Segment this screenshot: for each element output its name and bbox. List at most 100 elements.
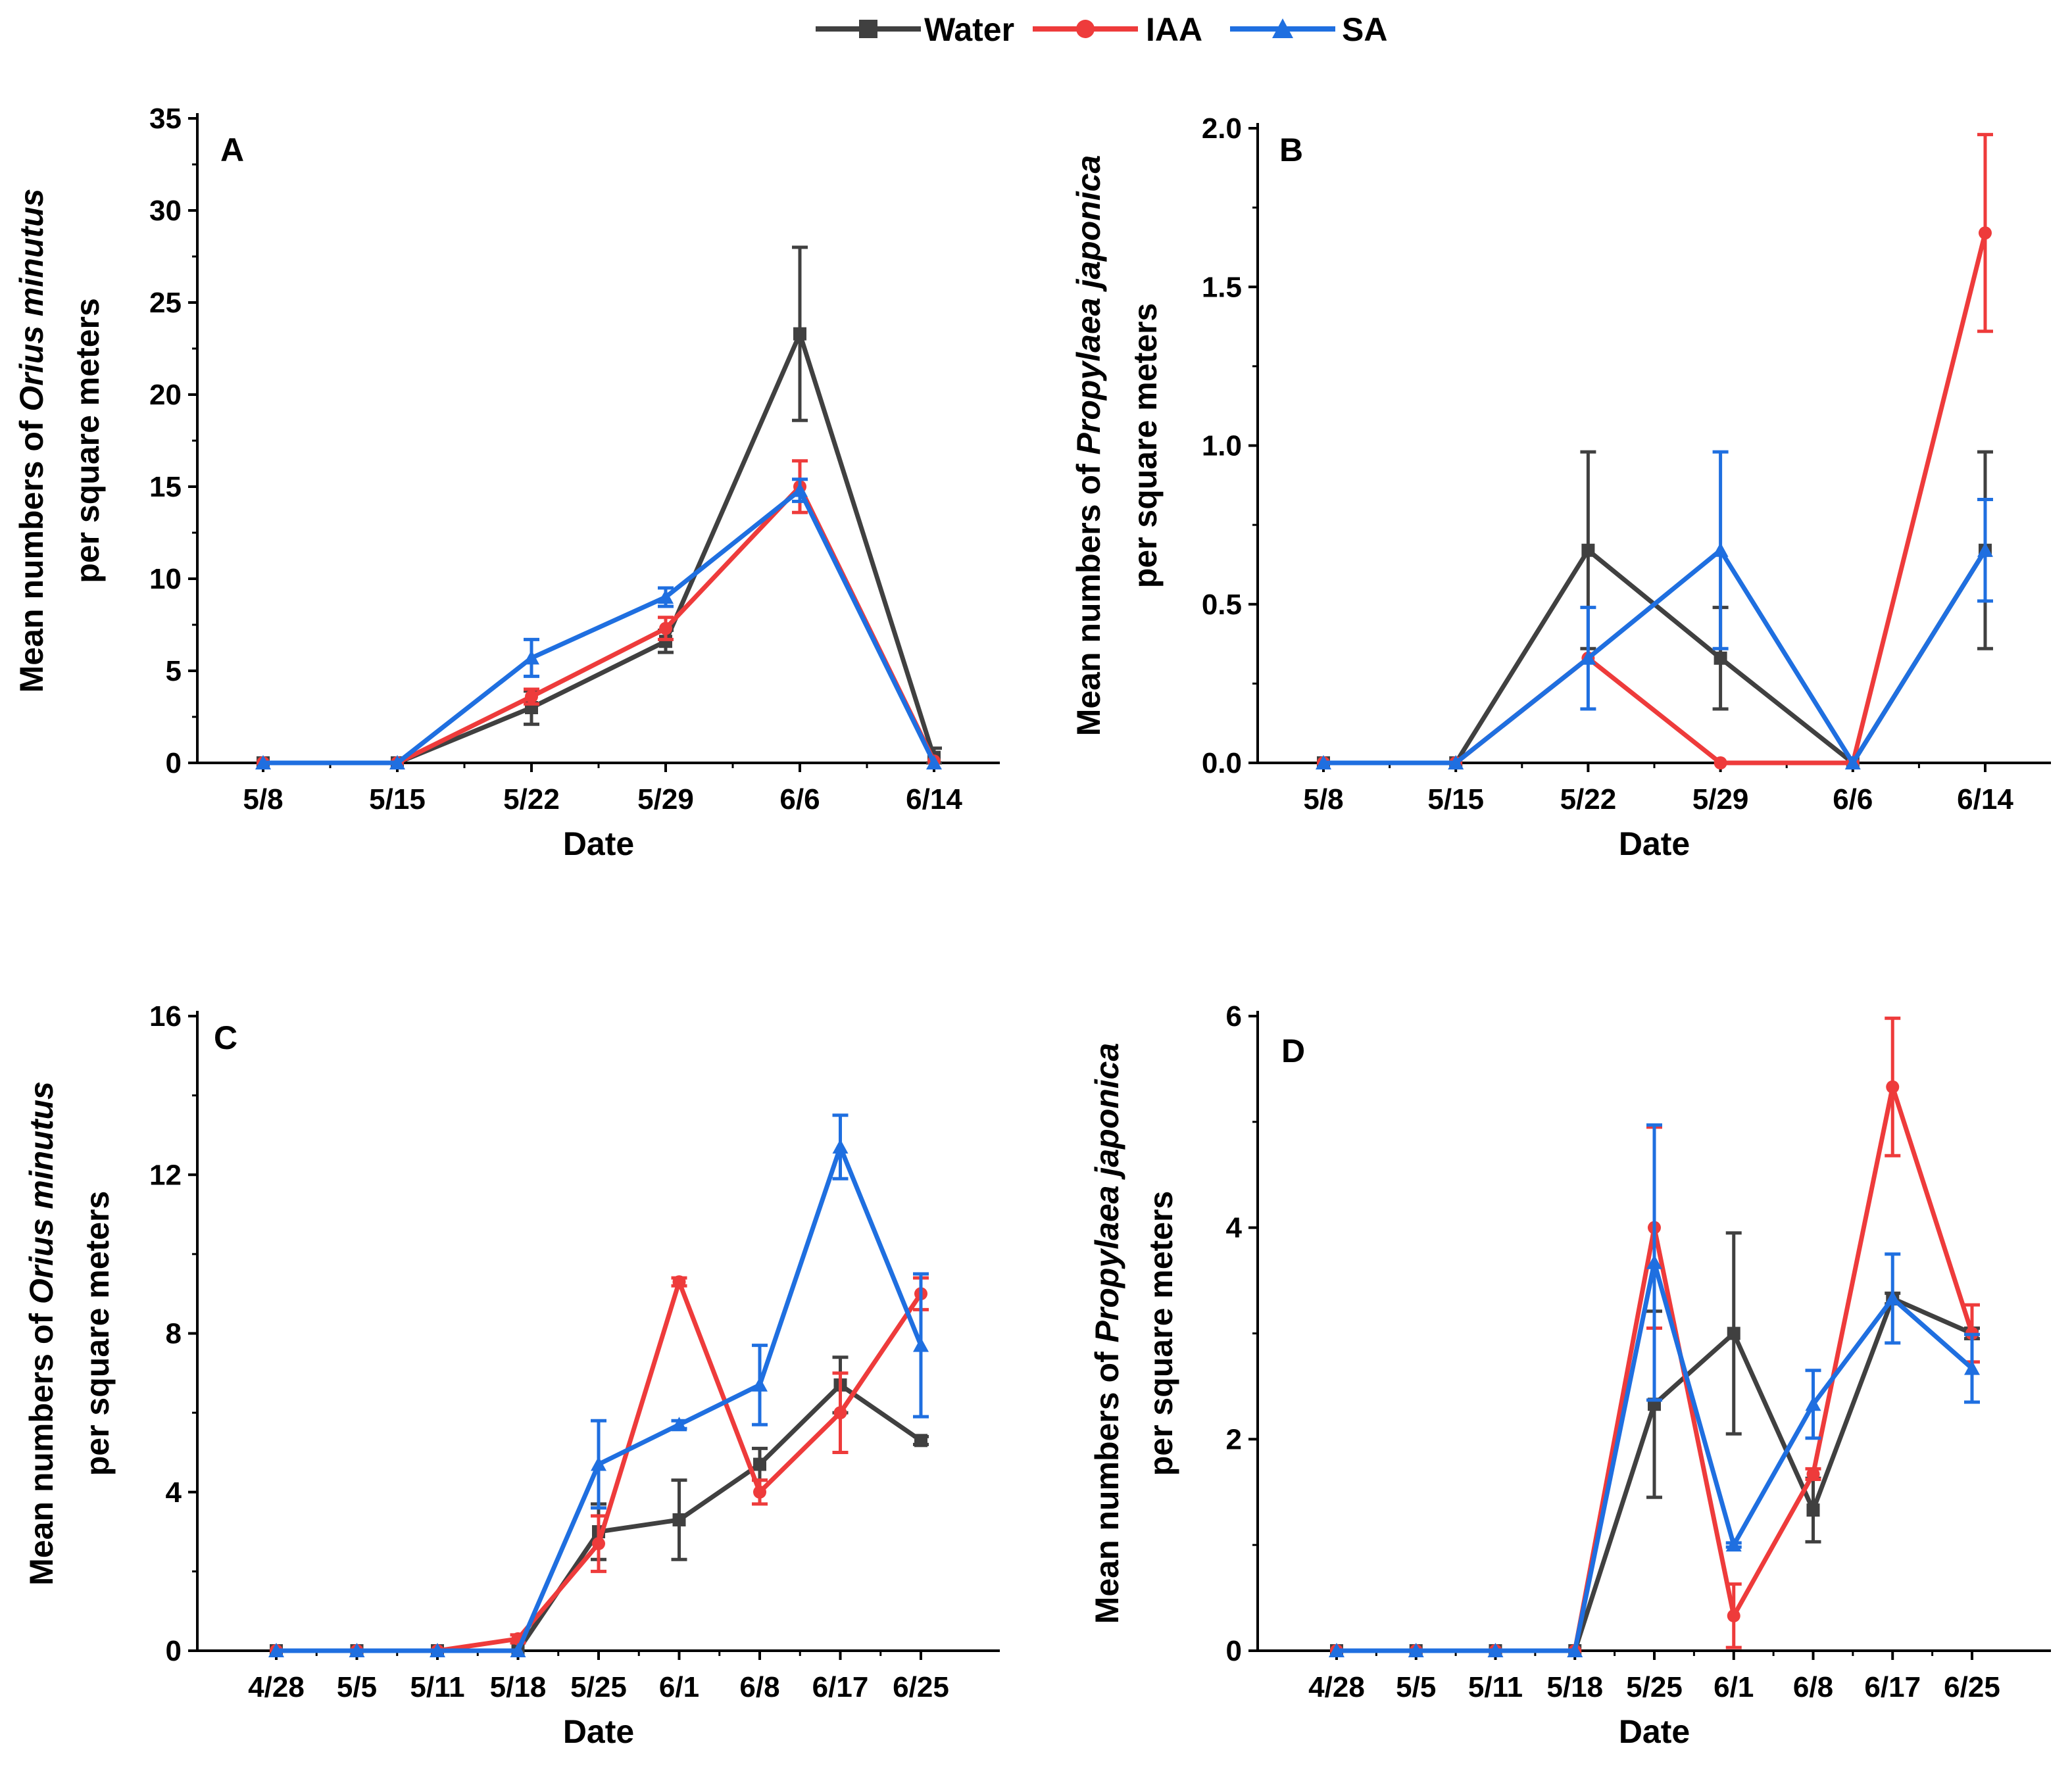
data-point: [268, 1643, 284, 1657]
series-sa: [255, 477, 942, 769]
legend-label-sa: SA: [1342, 11, 1387, 48]
y-axis-title-line-2: per square meters: [69, 298, 106, 583]
series-sa: [268, 1113, 929, 1657]
data-point: [753, 1485, 766, 1499]
legend: Water IAA SA: [816, 11, 1387, 48]
legend-item-sa: SA: [1230, 11, 1387, 48]
y-tick-label: 5: [166, 655, 182, 687]
y-tick-label: 0: [1226, 1635, 1242, 1667]
data-point: [1727, 1327, 1740, 1340]
legend-item-iaa: IAA: [1033, 11, 1202, 48]
chart-panel-a: 0 5 10 15 20 25 30 35 5/8 5/15 5/22 5/29 6/6 6/14 Date…: [13, 103, 1000, 862]
y-axis-title-text: per square meters: [1127, 303, 1164, 589]
panel-label-d: D: [1281, 1033, 1305, 1069]
y-tick-label: 20: [149, 379, 182, 411]
y-axis-title-text: Mean numbers of: [1070, 454, 1107, 736]
data-point: [672, 1513, 686, 1526]
series-line-iaa: [1323, 232, 1988, 766]
series-iaa: [257, 459, 941, 769]
series-line-water: [263, 331, 937, 766]
x-tick-label: 5/18: [490, 1671, 547, 1703]
data-point: [1408, 1643, 1424, 1657]
y-axis-title-line-1: Mean numbers of Propylaea japonica: [1089, 1043, 1125, 1624]
y-axis-title-text: Mean numbers of: [1089, 1342, 1125, 1624]
y-axis-title-text: Mean numbers of: [13, 412, 50, 693]
data-point: [389, 755, 405, 769]
x-tick-label: 5/29: [637, 783, 694, 815]
y-tick-label: 0.0: [1202, 747, 1242, 779]
data-point: [1886, 1080, 1900, 1094]
x-tick-label: 6/1: [659, 1671, 699, 1703]
y-axis-title-species: Propylaea japonica: [1089, 1043, 1125, 1343]
data-point: [1725, 1537, 1742, 1552]
y-tick-label: 1.5: [1202, 271, 1242, 303]
chart-panel-b: 0.0 0.5 1.0 1.5 2.0 5/8 5/15 5/22 5/29 6/6 6/14 Dat…: [1070, 112, 2051, 862]
x-tick-label: 5/29: [1692, 783, 1749, 815]
y-tick-label: 35: [149, 103, 182, 135]
data-point: [913, 1337, 929, 1352]
y-tick-label: 0.5: [1202, 589, 1242, 621]
data-point: [1316, 755, 1331, 769]
data-point: [753, 1457, 766, 1471]
data-point: [1964, 1360, 1980, 1375]
data-point: [591, 1456, 606, 1471]
y-axis-title-line-1: Mean numbers of Orius minutus: [13, 189, 50, 693]
y-tick-label: 2.0: [1202, 112, 1242, 145]
y-tick-label: 2: [1226, 1423, 1242, 1455]
y-axis-title-species: Orius minutus: [13, 189, 50, 412]
data-point: [1977, 542, 1993, 557]
data-point: [671, 1417, 687, 1432]
x-tick-label: 5/8: [1303, 783, 1343, 815]
x-tick-label: 5/8: [243, 783, 283, 815]
data-point: [752, 1376, 768, 1392]
x-tick-label: 5/22: [1560, 783, 1617, 815]
y-tick-label: 30: [149, 195, 182, 227]
y-tick-label: 12: [149, 1159, 182, 1191]
y-tick-label: 25: [149, 287, 182, 319]
x-tick-label: 6/25: [1944, 1671, 2000, 1703]
data-point: [1979, 226, 1992, 240]
data-point: [1329, 1643, 1344, 1657]
x-tick-label: 6/1: [1714, 1671, 1754, 1703]
x-tick-label: 5/25: [1626, 1671, 1683, 1703]
x-tick-label: 6/25: [893, 1671, 949, 1703]
x-tick-label: 5/5: [337, 1671, 377, 1703]
data-point: [525, 690, 538, 704]
y-axis-title-text: per square meters: [69, 298, 106, 583]
y-axis-title-line-1: Mean numbers of Orius minutus: [23, 1081, 60, 1586]
x-axis-title: Date: [563, 1713, 634, 1750]
series-sa: [1316, 450, 1993, 769]
data-point: [1448, 755, 1464, 769]
x-tick-label: 5/25: [570, 1671, 627, 1703]
y-axis-title-text: per square meters: [79, 1191, 116, 1476]
chart-panel-c: 0 4 8 12 16 4/28 5/5 5/11 5/18 5/25 6/1 6/8 6/17 6/25…: [23, 1000, 1000, 1750]
y-tick-label: 8: [166, 1318, 182, 1350]
data-point: [832, 1139, 849, 1154]
data-point: [349, 1643, 365, 1657]
data-point: [430, 1643, 445, 1657]
x-tick-label: 6/8: [739, 1671, 779, 1703]
data-point: [255, 755, 271, 769]
x-tick-label: 5/5: [1396, 1671, 1436, 1703]
y-axis-title-line-2: per square meters: [1127, 303, 1164, 589]
x-tick-label: 4/28: [1308, 1671, 1365, 1703]
series-line-water: [1323, 548, 1987, 766]
data-point: [1805, 1396, 1821, 1411]
data-point: [833, 1406, 847, 1420]
series-line-iaa: [263, 484, 937, 766]
x-tick-label: 5/15: [1427, 783, 1484, 815]
series-water: [257, 245, 942, 769]
y-axis-title-text: Mean numbers of: [23, 1304, 60, 1586]
series-line-sa: [263, 488, 937, 766]
x-axis-title: Date: [1619, 825, 1690, 862]
chart-panel-d: 0 2 4 6 4/28 5/5 5/11 5/18 5/25 6/1 6/8 6/17 6/25 Dat…: [1089, 1000, 2051, 1750]
x-tick-label: 6/17: [1864, 1671, 1921, 1703]
x-axis-title: Date: [563, 825, 634, 862]
y-axis-title-line-2: per square meters: [79, 1191, 116, 1476]
data-point: [1646, 1254, 1662, 1269]
panel-label-a: A: [220, 132, 244, 168]
legend-item-water: Water: [816, 11, 1014, 48]
panel-label-b: B: [1279, 132, 1303, 168]
data-point: [914, 1434, 927, 1448]
